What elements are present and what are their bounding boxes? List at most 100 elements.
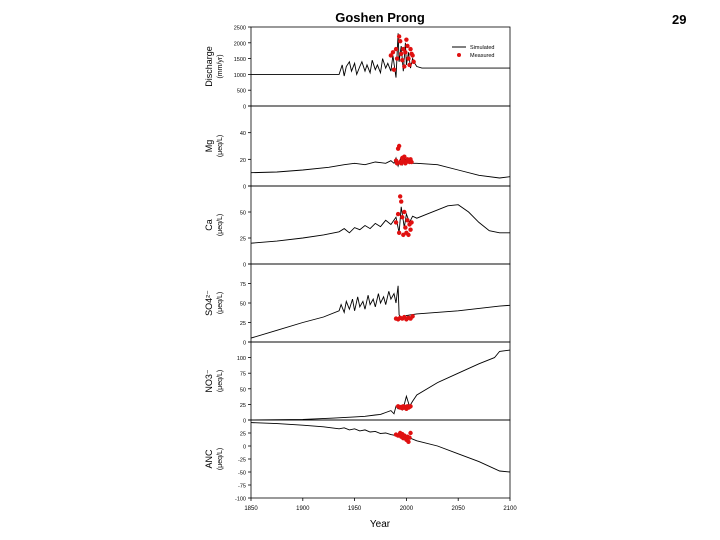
measured-point [404, 37, 409, 42]
measured-point [399, 199, 404, 204]
y-tick-label: 25 [240, 321, 246, 327]
measured-point [411, 59, 416, 64]
y-axis-label-line: Ca [204, 219, 214, 231]
measured-point [408, 227, 413, 232]
y-tick-label: 100 [237, 356, 246, 362]
y-tick-label: 50 [240, 387, 246, 393]
measured-point [403, 225, 408, 230]
measured-point [393, 220, 399, 225]
legend-label-simulated: Simulated [470, 45, 494, 51]
y-tick-label: 1000 [234, 73, 246, 79]
y-tick-label: 25 [240, 432, 246, 438]
measured-point [400, 215, 405, 220]
y-tick-label: 0 [243, 445, 246, 451]
x-axis-label: Year [370, 519, 391, 530]
y-tick-label: 50 [240, 302, 246, 308]
x-tick-label: 2000 [400, 506, 414, 512]
y-axis-label-line: ANC [204, 449, 214, 469]
simulated-line-ca [250, 204, 510, 244]
y-axis-label-ca: Ca (μeq/L) [204, 214, 224, 236]
y-axis-label-line: SO4²⁻ [204, 290, 214, 316]
y-tick-label: -25 [238, 458, 246, 464]
measured-point [396, 143, 402, 149]
simulated-line-so4 [250, 285, 511, 339]
measured-point [403, 50, 408, 55]
page-number: 29 [672, 12, 687, 27]
y-axis-label-line: (μeq/L) [217, 214, 224, 236]
measured-point [406, 232, 411, 238]
measured-point [397, 194, 403, 199]
y-tick-label: 0 [243, 263, 246, 269]
panel-frame [250, 341, 511, 421]
measured-point [407, 435, 412, 440]
measured-point [395, 211, 401, 217]
simulated-line-anc [250, 422, 511, 473]
measured-point [406, 56, 411, 61]
measured-point [410, 314, 415, 319]
y-axis-label-line: Mg [204, 140, 214, 153]
measured-point [391, 67, 397, 72]
measured-point [396, 230, 402, 235]
measured-point [397, 39, 403, 44]
y-axis-label-line: (μeq/L) [217, 370, 224, 392]
x-tick-label: 2050 [452, 506, 466, 512]
measured-point [409, 220, 414, 225]
measured-point [401, 232, 406, 238]
measured-point [399, 51, 404, 57]
measured-point [406, 439, 411, 445]
measured-point [409, 159, 414, 165]
measured-point [388, 53, 394, 58]
simulated-line-mg [250, 156, 511, 179]
measured-point [408, 46, 413, 52]
y-axis-label-line: NO3⁻ [204, 369, 214, 393]
y-tick-label: 500 [237, 89, 246, 95]
y-tick-label: 0 [243, 105, 246, 111]
measured-point [407, 62, 412, 68]
legend: Simulated Measured [452, 45, 494, 59]
x-tick-label: 2100 [503, 506, 517, 512]
panel-mg: 40 20 0 Mg (μeq/L) [204, 105, 511, 191]
measured-point [390, 50, 396, 55]
y-tick-label: 25 [240, 237, 246, 243]
x-tick-label: 1900 [296, 506, 310, 512]
y-axis-label-line: (μeq/L) [217, 448, 224, 470]
x-axis: 1850 1900 1950 2000 2050 2100 [244, 498, 517, 512]
measured-point [402, 154, 407, 159]
y-tick-label: -75 [238, 484, 246, 490]
measured-point [396, 34, 402, 39]
y-axis-label-line: (μeq/L) [217, 135, 224, 157]
measured-point [400, 57, 405, 63]
y-axis-label-mg: Mg (μeq/L) [204, 135, 224, 157]
measured-point [393, 46, 399, 52]
y-tick-label: -50 [238, 471, 246, 477]
y-tick-label: 0 [243, 185, 246, 191]
y-axis-label-no3: NO3⁻ (μeq/L) [204, 369, 224, 393]
y-tick-label: 50 [240, 211, 246, 217]
y-tick-label: 75 [240, 282, 246, 288]
y-axis-label-discharge: Discharge (mm/yr) [204, 46, 224, 87]
legend-label-measured: Measured [470, 53, 494, 59]
measured-point [405, 218, 410, 223]
panel-frame [250, 105, 511, 187]
y-axis-label-anc: ANC (μeq/L) [204, 448, 224, 470]
measured-point [410, 53, 415, 58]
panel-ca: 50 25 0 Ca (μeq/L) [204, 185, 511, 269]
panel-frame [250, 26, 511, 107]
measured-point [402, 64, 407, 69]
panel-so4: 75 50 25 0 SO4²⁻ (μeq/L) [204, 263, 511, 347]
simulated-line-discharge [251, 33, 510, 78]
y-tick-label: 2500 [234, 26, 246, 32]
y-axis-label-so4: SO4²⁻ (μeq/L) [204, 290, 224, 316]
measured-point [401, 46, 406, 52]
measured-point [405, 43, 410, 49]
x-tick-label: 1950 [348, 506, 362, 512]
y-tick-label: 40 [240, 131, 246, 137]
panel-no3: 100 75 50 25 0 NO3⁻ (μeq/L) [204, 341, 511, 425]
y-tick-label: 0 [243, 419, 246, 425]
y-tick-label: 2000 [234, 41, 246, 47]
y-tick-label: 25 [240, 403, 246, 409]
measured-point [394, 56, 400, 61]
chart-title: Goshen Prong [335, 10, 425, 25]
